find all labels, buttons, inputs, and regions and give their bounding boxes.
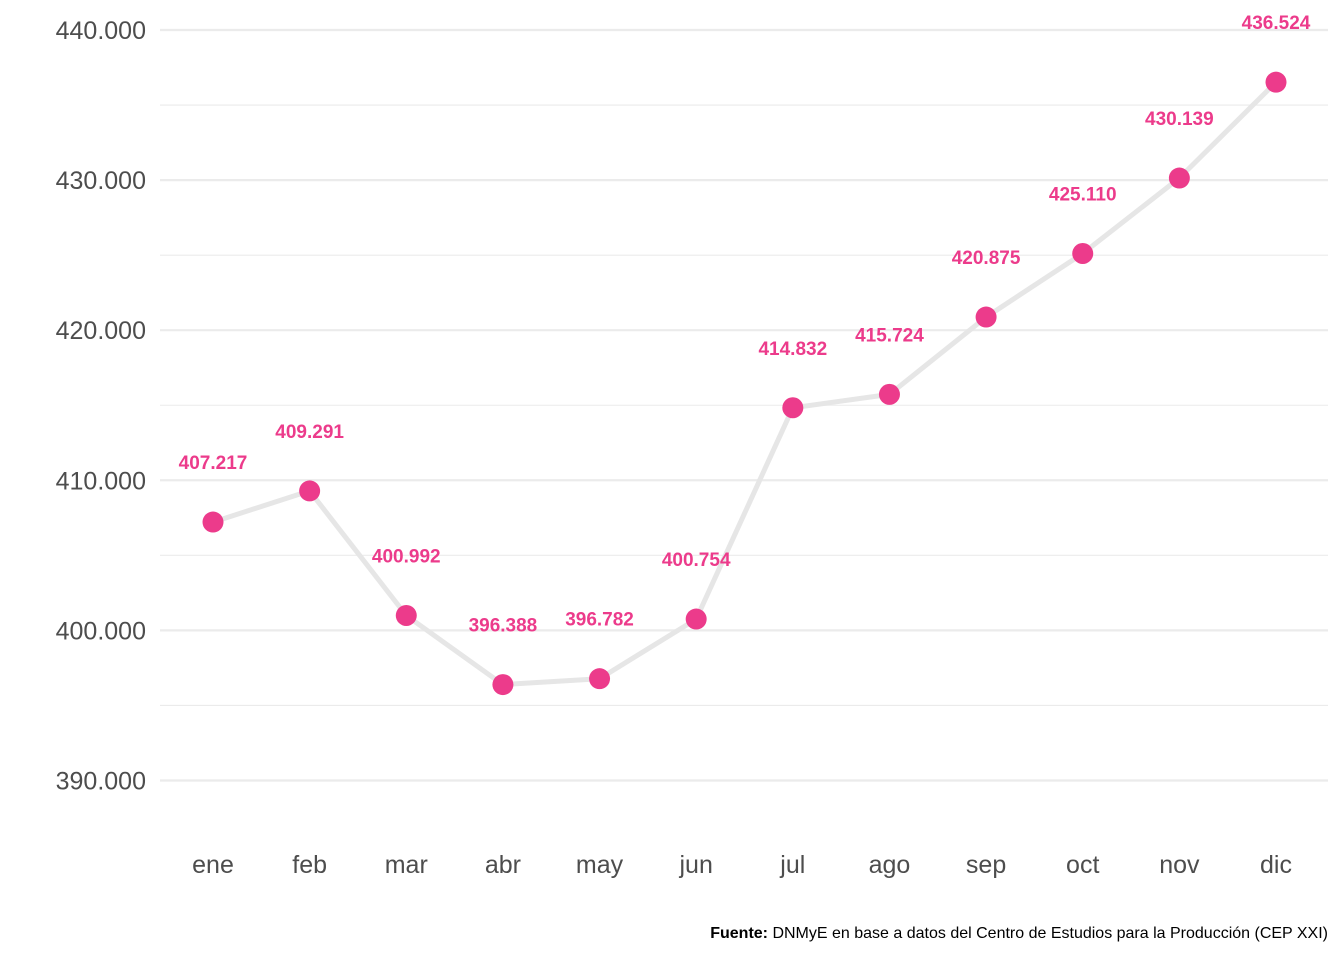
data-label: 436.524 <box>1242 13 1311 34</box>
x-tick-label: mar <box>385 851 428 879</box>
y-tick-label: 400.000 <box>56 617 146 645</box>
data-point <box>975 306 997 328</box>
x-tick-label: feb <box>292 851 327 879</box>
data-point <box>202 511 224 533</box>
data-label: 396.782 <box>565 610 634 631</box>
data-label: 430.139 <box>1145 109 1214 130</box>
data-point <box>492 674 514 696</box>
data-point <box>782 397 804 419</box>
data-point <box>1168 167 1190 189</box>
data-point <box>299 480 321 502</box>
data-point <box>685 608 707 630</box>
data-label: 414.832 <box>758 339 827 360</box>
data-label: 400.992 <box>372 546 441 567</box>
series-line <box>210 79 1279 688</box>
x-tick-label: nov <box>1159 851 1200 879</box>
data-points-layer <box>202 71 1287 696</box>
data-label: 396.388 <box>469 616 538 637</box>
data-label: 400.754 <box>662 550 731 571</box>
data-point <box>1265 71 1287 93</box>
x-axis-ticks: ene feb mar abr may jun jul ago sep oct nov dic <box>192 851 1292 879</box>
x-tick-label: ene <box>192 851 234 879</box>
data-label: 407.217 <box>179 453 248 474</box>
y-tick-label: 440.000 <box>56 17 146 45</box>
source-caption: Fuente: DNMyE en base a datos del Centro… <box>710 925 1328 943</box>
data-label: 425.110 <box>1049 184 1117 205</box>
data-point <box>395 604 417 626</box>
source-caption-text: DNMyE en base a datos del Centro de Estu… <box>768 925 1328 942</box>
data-label: 420.875 <box>952 248 1021 269</box>
data-labels-layer: 407.217 409.291 400.992 396.388 396.782 400.7… <box>179 13 1311 636</box>
source-caption-bold: Fuente: <box>710 925 768 942</box>
y-tick-label: 390.000 <box>56 767 146 795</box>
y-axis-ticks: 390.000 400.000 410.000 420.000 430.000 440.0… <box>56 17 146 795</box>
grid-layer <box>160 28 1328 782</box>
y-tick-label: 420.000 <box>56 317 146 345</box>
x-tick-label: oct <box>1066 851 1099 879</box>
series-line-layer <box>210 79 1279 688</box>
data-point <box>878 383 900 405</box>
data-label: 409.291 <box>275 422 344 443</box>
x-tick-label: may <box>576 851 624 879</box>
x-tick-label: sep <box>966 851 1006 879</box>
x-tick-label: ago <box>869 851 911 879</box>
x-tick-label: dic <box>1260 851 1292 879</box>
data-point <box>1072 242 1094 264</box>
y-tick-label: 430.000 <box>56 167 146 195</box>
y-tick-label: 410.000 <box>56 467 146 495</box>
data-label: 415.724 <box>855 325 924 346</box>
x-tick-label: jul <box>779 851 805 879</box>
data-point <box>589 668 611 690</box>
x-tick-label: jun <box>678 851 712 879</box>
x-tick-label: abr <box>485 851 521 879</box>
